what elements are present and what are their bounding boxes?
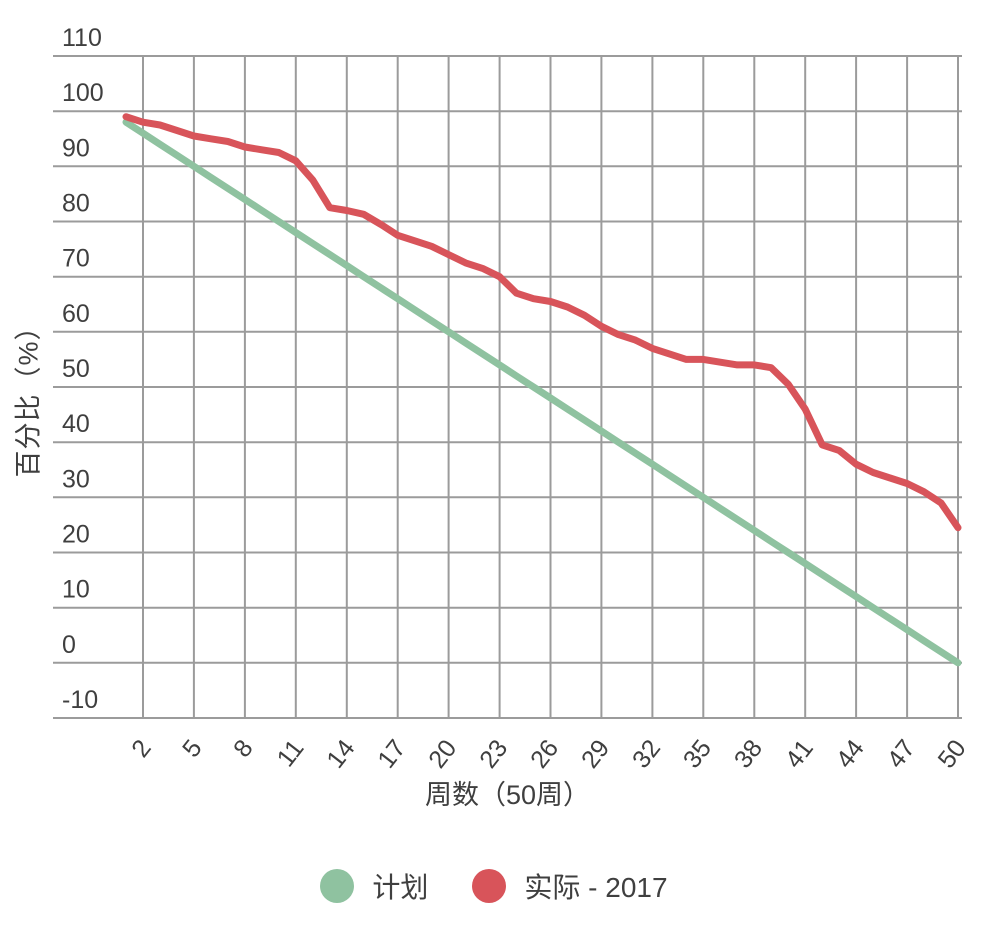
y-tick-label: 20 [62, 521, 90, 549]
x-tick-label: 2 [126, 734, 157, 762]
y-axis-title: 百分比（%） [13, 312, 44, 478]
legend-item-actual[interactable]: 实际 - 2017 [472, 866, 668, 906]
x-tick-label: 8 [228, 734, 259, 762]
legend-swatch-actual-icon [472, 869, 507, 903]
y-tick-label: 90 [62, 134, 90, 162]
y-tick-label: 60 [62, 300, 90, 328]
x-tick-label: 41 [780, 734, 819, 773]
legend: 计划 实际 - 2017 [0, 866, 988, 906]
x-tick-label: 5 [177, 734, 208, 762]
y-tick-label: 30 [62, 465, 90, 493]
y-tick-label: 70 [62, 245, 90, 273]
y-tick-label: 80 [62, 190, 90, 218]
legend-swatch-plan-icon [320, 869, 355, 903]
series-line-actual [122, 113, 962, 532]
x-tick-label: 14 [321, 734, 360, 773]
y-tick-label: 0 [62, 631, 76, 659]
legend-label-actual: 实际 - 2017 [524, 872, 668, 903]
x-tick-label: 26 [525, 734, 564, 773]
x-tick-label: 47 [882, 734, 921, 773]
y-tick-label: 50 [62, 355, 90, 383]
x-tick-label: 20 [423, 734, 462, 773]
legend-label-plan: 计划 [372, 872, 429, 903]
x-tick-label: 23 [474, 734, 513, 773]
x-tick-label: 38 [729, 734, 768, 773]
y-tick-label: -10 [62, 686, 98, 714]
x-tick-label: 11 [271, 734, 309, 772]
series-line-plan [122, 118, 962, 667]
x-tick-label: 29 [576, 734, 615, 773]
y-tick-label: 10 [62, 576, 90, 604]
y-tick-label: 100 [62, 79, 104, 107]
y-tick-label: 40 [62, 410, 90, 438]
x-tick-label: 44 [831, 734, 870, 773]
x-tick-label: 17 [372, 734, 411, 773]
x-axis-title: 周数（50周） [424, 780, 591, 810]
x-tick-label: 35 [678, 734, 717, 773]
legend-item-plan[interactable]: 计划 [320, 866, 428, 906]
y-tick-label: 110 [62, 24, 102, 52]
x-tick-label: 32 [627, 734, 666, 773]
x-tick-label: 50 [933, 734, 972, 773]
